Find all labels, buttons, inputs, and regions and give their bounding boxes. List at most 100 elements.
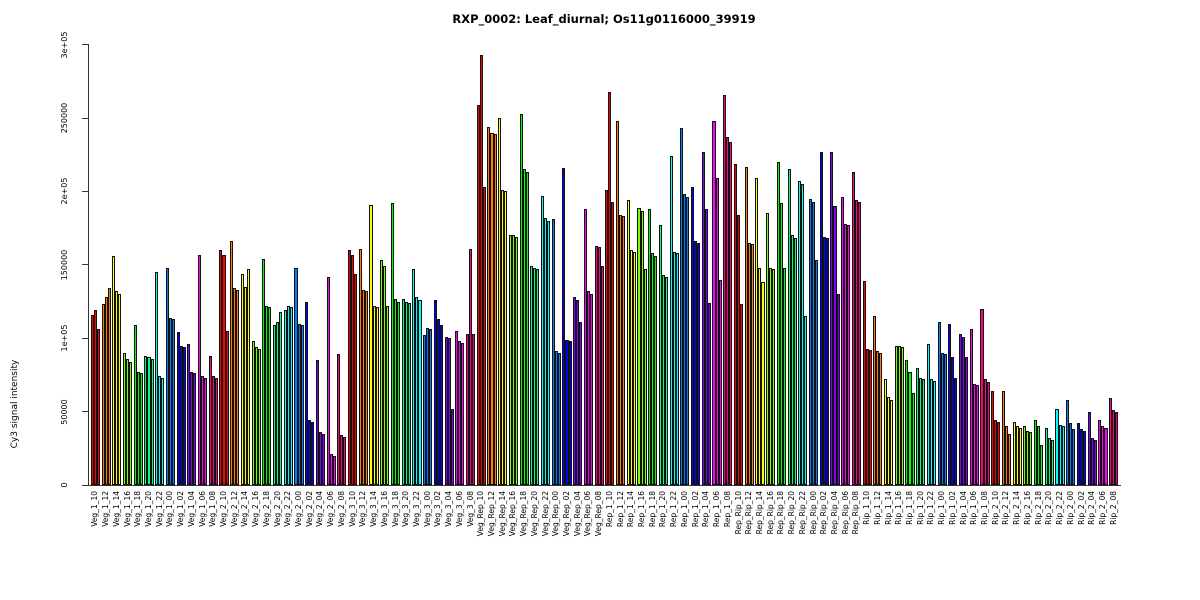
bar-Rip_1_18-rep2 bbox=[908, 371, 912, 485]
bar-Rip_2_06-rep2 bbox=[1101, 426, 1105, 485]
bar-Veg_Rep_04-rep2 bbox=[576, 300, 580, 485]
bar-Veg_2_14-rep3 bbox=[246, 269, 251, 485]
bar-Veg_2_08-rep1 bbox=[337, 354, 341, 485]
x-tick-label-Rep_1_20: Rep_1_20 bbox=[658, 491, 668, 528]
bar-Veg_Rep_00-rep2 bbox=[554, 351, 558, 485]
bar-Veg_1_08-rep2 bbox=[211, 376, 215, 485]
bar-Veg_1_18-rep3 bbox=[139, 373, 143, 485]
bar-Rip_1_06-rep1 bbox=[969, 329, 973, 485]
x-tick-label-Rip_2_20: Rip_2_20 bbox=[1044, 491, 1054, 525]
bar-Veg_2_22-rep3 bbox=[289, 307, 293, 485]
x-tick-label-Veg_1_20: Veg_1_20 bbox=[143, 491, 153, 527]
bar-Veg_Rep_02-rep3 bbox=[568, 341, 572, 485]
bar-Rip_1_16-rep3 bbox=[900, 347, 904, 485]
bar-Veg_3_14-rep2 bbox=[372, 305, 376, 485]
x-tick-label-Veg_Rep_08: Veg_Rep_08 bbox=[594, 491, 604, 537]
x-tick-label-Rip_2_06: Rip_2_06 bbox=[1097, 491, 1107, 525]
bar-Veg_1_10-rep1 bbox=[90, 314, 94, 485]
bar-Rep_1_02-rep1 bbox=[691, 187, 695, 485]
x-tick-label-Veg_Rep_06: Veg_Rep_06 bbox=[583, 491, 593, 537]
bar-Rip_1_12-rep2 bbox=[876, 351, 880, 485]
bar-Rip_1_14-rep3 bbox=[890, 399, 894, 485]
bar-Veg_1_20-rep1 bbox=[144, 355, 148, 485]
bar-Veg_2_10-rep2 bbox=[222, 254, 226, 485]
bar-Veg_Rep_18-rep1 bbox=[519, 113, 523, 485]
bar-Veg_3_00-rep1 bbox=[423, 335, 427, 485]
y-axis-line bbox=[88, 44, 90, 485]
bar-Rip_1_00-rep2 bbox=[940, 352, 944, 485]
bar-Rip_2_04-rep3 bbox=[1093, 439, 1097, 485]
bar-Veg_2_00-rep3 bbox=[300, 325, 304, 485]
x-tick-label-Rep_Rip_14: Rep_Rip_14 bbox=[754, 491, 764, 535]
bar-Rep_Rip_10-rep3 bbox=[740, 304, 744, 485]
bar-Rep_1_16-rep1 bbox=[637, 207, 641, 485]
bar-Rep_Rip_00-rep2 bbox=[812, 201, 816, 485]
bar-Rep_1_14-rep2 bbox=[629, 250, 633, 485]
x-tick-label-Rep_1_10: Rep_1_10 bbox=[604, 491, 614, 528]
bar-Veg_Rep_22-rep3 bbox=[547, 220, 551, 485]
bar-Rep_1_10-rep1 bbox=[605, 189, 609, 485]
x-tick-label-Veg_2_10: Veg_2_10 bbox=[219, 491, 228, 527]
bar-Veg_Rep_06-rep3 bbox=[589, 294, 594, 485]
bar-Rep_Rip_14-rep1 bbox=[755, 178, 759, 485]
x-tick-label-Veg_2_18: Veg_2_18 bbox=[261, 491, 271, 527]
bar-Rep_Rip_12-rep1 bbox=[744, 166, 748, 485]
x-tick-label-Veg_Rep_14: Veg_Rep_14 bbox=[497, 491, 507, 537]
bar-Veg_3_04-rep1 bbox=[444, 336, 448, 485]
bar-Veg_1_10-rep3 bbox=[96, 329, 100, 485]
bar-Rip_2_10-rep2 bbox=[994, 420, 998, 485]
bar-Rip_2_12-rep2 bbox=[1004, 426, 1008, 485]
bar-Rep_Rip_18-rep2 bbox=[779, 203, 783, 485]
bar-Rip_1_18-rep3 bbox=[911, 392, 915, 485]
x-tick-label-Rip_1_00: Rip_1_00 bbox=[937, 491, 947, 525]
bar-Rep_Rip_12-rep3 bbox=[750, 244, 754, 485]
bar-Rip_1_18-rep1 bbox=[905, 360, 909, 485]
x-tick-label-Rep_1_02: Rep_1_02 bbox=[690, 491, 700, 528]
bar-Rep_Rip_14-rep2 bbox=[758, 267, 762, 485]
x-tick-label-Rip_1_14: Rip_1_14 bbox=[883, 491, 893, 525]
bar-Veg_3_22-rep1 bbox=[412, 269, 416, 485]
bar-Rip_2_14-rep3 bbox=[1018, 427, 1022, 485]
bar-Rep_1_04-rep2 bbox=[704, 209, 708, 485]
bar-Rep_1_04-rep1 bbox=[701, 151, 705, 485]
x-tick-label-Veg_Rep_16: Veg_Rep_16 bbox=[508, 491, 518, 537]
bar-Veg_3_14-rep1 bbox=[369, 204, 373, 485]
bar-Veg_3_06-rep2 bbox=[458, 341, 462, 485]
bar-Rip_2_02-rep3 bbox=[1083, 430, 1087, 485]
bar-Rep_Rip_04-rep1 bbox=[830, 151, 834, 485]
bar-Veg_2_14-rep1 bbox=[240, 273, 244, 485]
x-tick-label-Rip_2_02: Rip_2_02 bbox=[1076, 491, 1086, 525]
x-tick-label-Veg_3_08: Veg_3_08 bbox=[465, 491, 475, 527]
bar-Veg_1_00-rep3 bbox=[171, 319, 175, 485]
x-tick-label-Rep_Rip_22: Rep_Rip_22 bbox=[797, 491, 807, 535]
x-tick-label-Veg_3_14: Veg_3_14 bbox=[369, 491, 379, 527]
x-tick-label-Rep_Rip_04: Rep_Rip_04 bbox=[829, 491, 839, 535]
bar-Rep_Rip_18-rep1 bbox=[776, 162, 780, 485]
bar-Veg_3_08-rep3 bbox=[472, 333, 476, 485]
bar-Veg_2_16-rep3 bbox=[257, 348, 261, 485]
bar-Rep_1_06-rep3 bbox=[718, 279, 722, 485]
bar-Veg_2_08-rep2 bbox=[340, 435, 344, 485]
bar-Rep_1_16-rep3 bbox=[643, 269, 647, 485]
bar-Rip_1_10-rep2 bbox=[865, 348, 869, 485]
y-tick bbox=[82, 264, 88, 266]
bar-Rip_2_08-rep1 bbox=[1109, 398, 1113, 485]
bar-Rip_1_22-rep2 bbox=[929, 379, 933, 485]
x-tick-label-Veg_2_04: Veg_2_04 bbox=[315, 491, 325, 527]
x-tick-label-Rep_Rip_18: Rep_Rip_18 bbox=[776, 491, 786, 535]
bar-Rep_Rip_08-rep3 bbox=[857, 201, 861, 485]
bar-Veg_1_10-rep2 bbox=[93, 310, 97, 485]
bar-Rep_Rip_04-rep2 bbox=[833, 206, 837, 485]
bar-Rip_2_04-rep2 bbox=[1090, 438, 1094, 485]
bar-Veg_1_18-rep1 bbox=[133, 325, 137, 485]
bar-Veg_3_20-rep2 bbox=[404, 301, 408, 485]
x-tick-label-Rep_Rip_02: Rep_Rip_02 bbox=[819, 491, 829, 535]
bar-Rep_1_08-rep3 bbox=[729, 141, 733, 485]
y-tick-label: 3e+05 bbox=[60, 31, 69, 59]
y-tick bbox=[82, 190, 88, 192]
bar-Veg_Rep_02-rep2 bbox=[565, 339, 569, 485]
bar-Veg_2_02-rep3 bbox=[311, 421, 315, 485]
x-tick-label-Rip_1_20: Rip_1_20 bbox=[915, 491, 925, 525]
x-tick-label-Veg_3_22: Veg_3_22 bbox=[411, 491, 421, 527]
bar-Rip_1_20-rep3 bbox=[922, 379, 926, 485]
